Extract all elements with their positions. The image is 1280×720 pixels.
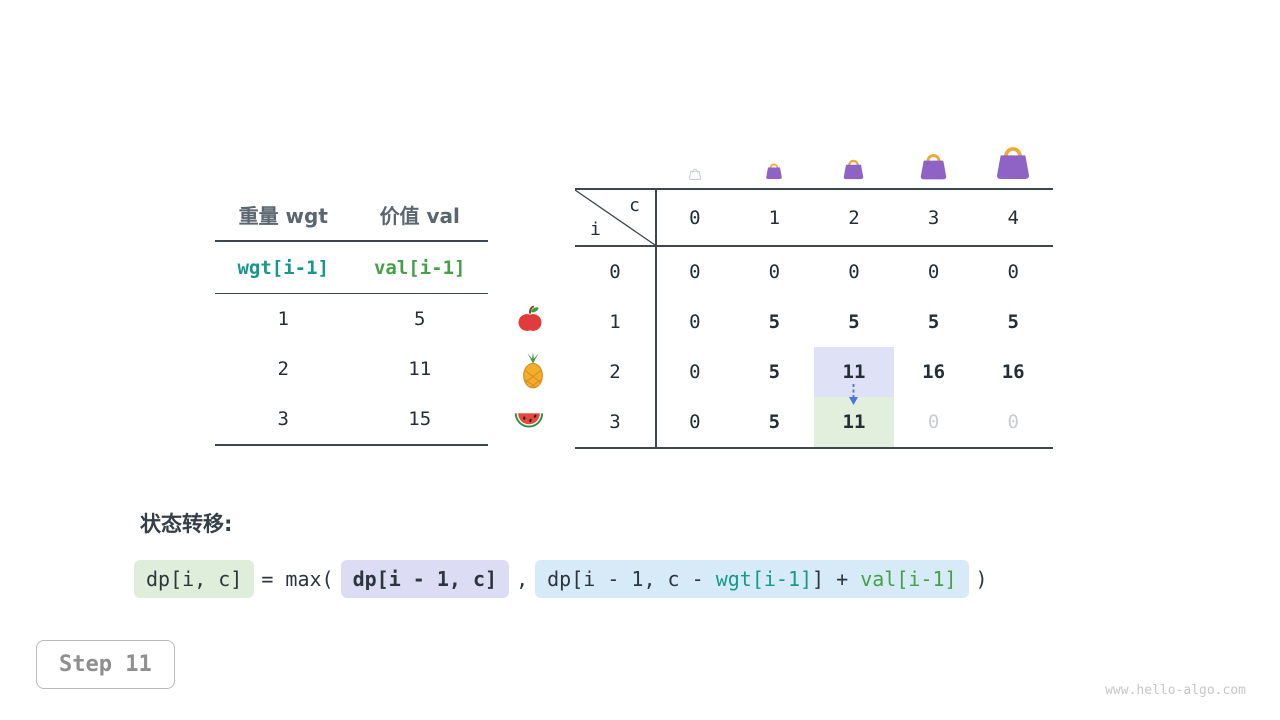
formula-term2-wgt: wgt[i-1] bbox=[715, 567, 813, 591]
step-indicator: Step 11 bbox=[36, 640, 175, 689]
corner-diagonal-line bbox=[575, 190, 655, 245]
apple-icon bbox=[516, 304, 544, 338]
dp-row-header: 3 bbox=[609, 411, 621, 433]
dp-cell: 5 bbox=[768, 361, 781, 383]
item-table-formula-row: wgt[i-1] val[i-1] bbox=[215, 242, 488, 294]
dp-cell: 5 bbox=[1007, 311, 1019, 333]
transition-arrow-icon bbox=[847, 383, 860, 411]
dp-cell: 0 bbox=[689, 311, 701, 333]
dp-cell: 0 bbox=[689, 361, 701, 383]
item-2-value: 11 bbox=[408, 358, 432, 380]
formula-comma: , bbox=[516, 567, 529, 591]
item-1-value: 5 bbox=[414, 308, 426, 330]
bag-small-icon bbox=[764, 160, 784, 185]
formula-eq-max: = max( bbox=[261, 567, 334, 591]
dp-col-header: 1 bbox=[768, 206, 781, 229]
formula-term2-val: val[i-1] bbox=[860, 567, 957, 591]
dp-corner-cell: c i bbox=[575, 190, 655, 245]
bag-medium-icon bbox=[841, 156, 866, 185]
dp-row-header: 2 bbox=[609, 361, 621, 383]
item-3-weight: 3 bbox=[277, 408, 289, 430]
dp-cell: 0 bbox=[689, 261, 701, 283]
formula-term2: dp[i - 1, c - wgt[i-1]] + val[i-1] bbox=[535, 560, 969, 598]
dp-cell: 0 bbox=[848, 261, 860, 283]
dp-cell-highlight-target: 11 bbox=[814, 397, 894, 447]
item-table-header-weight: 重量 wgt bbox=[238, 203, 328, 228]
corner-col-label: c bbox=[629, 195, 640, 216]
dp-cell: 0 bbox=[927, 411, 940, 433]
dp-col-header: 2 bbox=[848, 206, 860, 229]
formula-wgt-label: wgt[i-1] bbox=[237, 256, 329, 279]
bag-empty-icon bbox=[688, 166, 702, 185]
dp-cell: 5 bbox=[768, 311, 781, 333]
item-row-3: 3 15 bbox=[215, 394, 488, 444]
bag-xlarge-icon bbox=[991, 142, 1035, 185]
dp-cell: 0 bbox=[768, 261, 781, 283]
dp-cell: 5 bbox=[927, 311, 940, 333]
item-table: 重量 wgt 价值 val wgt[i-1] val[i-1] 1 5 2 11… bbox=[215, 188, 488, 446]
item-row-2: 2 11 bbox=[215, 344, 488, 394]
dp-row-2: 2 0 5 11 16 16 bbox=[575, 347, 1053, 397]
formula-val-label: val[i-1] bbox=[373, 256, 466, 279]
dp-row-header: 1 bbox=[609, 311, 621, 333]
formula-term2-mid: ] + bbox=[812, 567, 861, 591]
corner-row-label: i bbox=[590, 219, 601, 240]
dp-cell: 0 bbox=[927, 261, 940, 283]
dp-cell: 16 bbox=[922, 361, 946, 383]
dp-col-header: 3 bbox=[927, 206, 940, 229]
dp-row-3: 3 0 5 11 0 0 bbox=[575, 397, 1053, 447]
dp-row-header: 0 bbox=[609, 261, 621, 283]
item-3-value: 15 bbox=[408, 408, 432, 430]
dp-table-header-row: c i 0 1 2 3 4 bbox=[575, 190, 1053, 247]
dp-col-header: 0 bbox=[689, 206, 701, 229]
formula-lhs: dp[i, c] bbox=[134, 560, 255, 598]
item-1-weight: 1 bbox=[277, 308, 289, 330]
dp-row-0: 0 0 0 0 0 0 bbox=[575, 247, 1053, 297]
item-row-1: 1 5 bbox=[215, 294, 488, 344]
watermark: www.hello-algo.com bbox=[1105, 683, 1246, 698]
dp-col-header: 4 bbox=[1007, 206, 1019, 229]
item-table-header-value: 价值 val bbox=[379, 203, 460, 228]
pineapple-icon bbox=[518, 351, 548, 393]
transition-formula: dp[i, c] = max( dp[i - 1, c] , dp[i - 1,… bbox=[134, 560, 988, 598]
dp-cell: 0 bbox=[1007, 411, 1019, 433]
formula-term1: dp[i - 1, c] bbox=[340, 560, 510, 598]
dp-table: c i 0 1 2 3 4 0 0 0 0 0 0 1 0 5 5 5 5 2 bbox=[575, 188, 1053, 449]
item-table-header-row: 重量 wgt 价值 val bbox=[215, 188, 488, 242]
formula-close-paren: ) bbox=[975, 567, 988, 591]
item-2-weight: 2 bbox=[277, 358, 289, 380]
dp-cell: 0 bbox=[689, 411, 701, 433]
dp-cell: 0 bbox=[1007, 261, 1019, 283]
dp-row-1: 1 0 5 5 5 5 bbox=[575, 297, 1053, 347]
dp-cell-highlight-source: 11 bbox=[814, 347, 894, 397]
watermelon-icon bbox=[512, 405, 546, 439]
dp-table-vertical-divider bbox=[655, 190, 657, 447]
dp-cell: 16 bbox=[1001, 361, 1025, 383]
formula-term2-head: dp[i - 1, c - bbox=[547, 567, 716, 591]
bag-large-icon bbox=[917, 150, 950, 185]
dp-cell: 5 bbox=[768, 411, 781, 433]
dp-cell: 5 bbox=[848, 311, 860, 333]
transition-label: 状态转移: bbox=[140, 512, 233, 536]
